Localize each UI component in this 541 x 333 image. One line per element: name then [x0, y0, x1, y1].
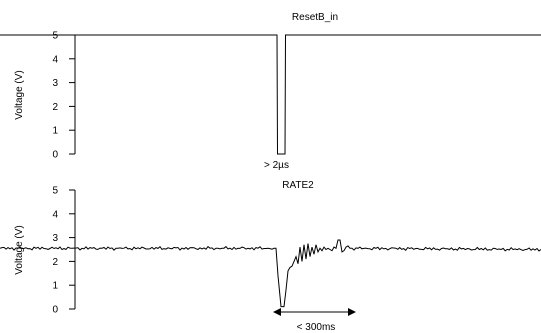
y-tick-label: 3: [52, 78, 58, 89]
y-tick-label: 2: [52, 257, 58, 268]
panel-title: ResetB_in: [292, 12, 338, 23]
pulse-width-annotation: > 2µs: [264, 160, 289, 171]
y-axis-label: Voltage (V): [14, 225, 25, 274]
panel-resetb-in: ResetB_in Voltage (V) 0 1 2 3 4 5 > 2µs: [0, 12, 541, 171]
y-tick-label: 5: [52, 186, 58, 197]
panel-rate2: RATE2 Voltage (V) 0 1 2 3 4 5 < 300ms: [0, 180, 541, 333]
y-tick-label: 4: [52, 54, 58, 65]
y-tick-label: 5: [52, 31, 58, 42]
y-tick-label: 1: [52, 281, 58, 292]
voltage-trace: [0, 239, 541, 308]
panel-title: RATE2: [282, 180, 314, 191]
y-axis-label: Voltage (V): [14, 70, 25, 119]
duration-annotation: < 300ms: [297, 322, 336, 333]
y-tick-label: 4: [52, 209, 58, 220]
y-tick-label: 0: [52, 150, 58, 161]
y-tick-label: 0: [52, 305, 58, 316]
voltage-trace: [0, 34, 541, 155]
y-tick-label: 3: [52, 233, 58, 244]
y-tick-label: 1: [52, 126, 58, 137]
y-tick-label: 2: [52, 102, 58, 113]
